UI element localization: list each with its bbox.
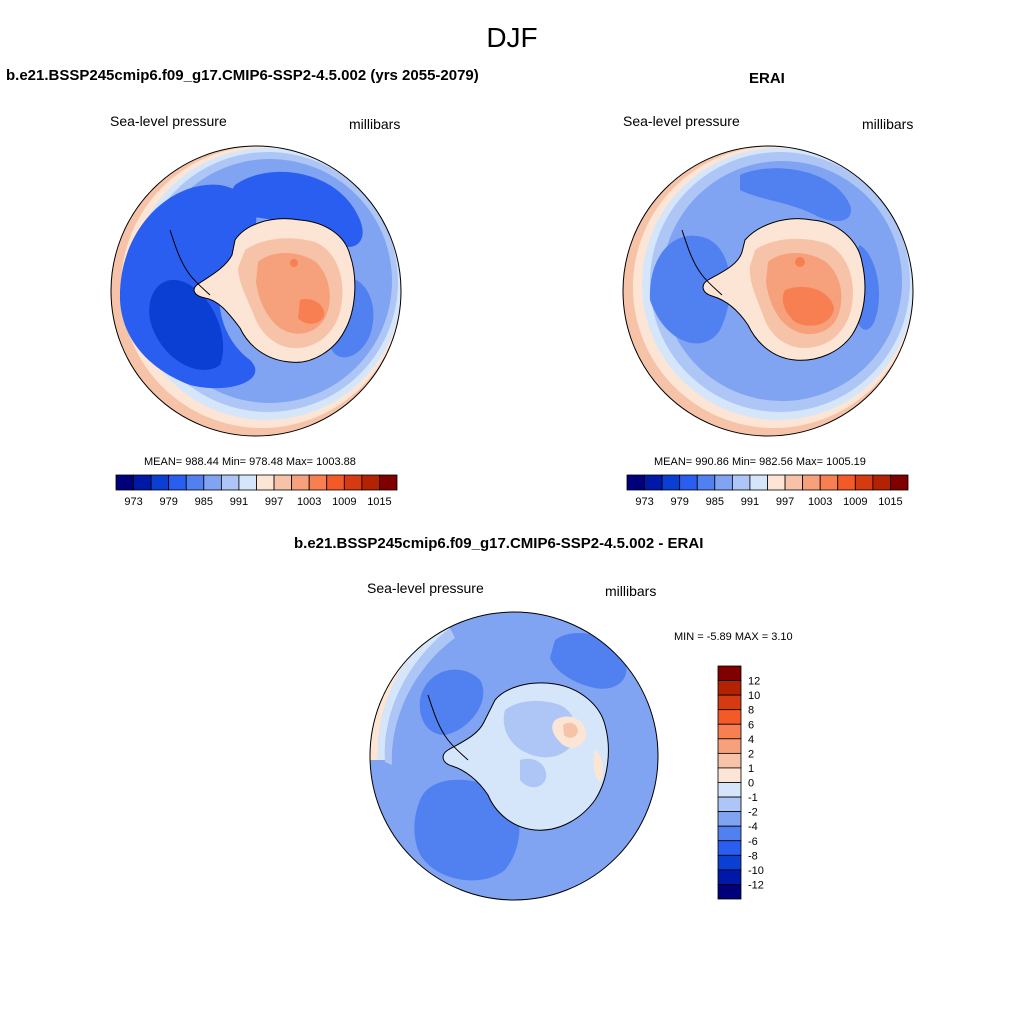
obs-colorbar-box: [749, 474, 768, 491]
obs-colorbar-tick-label: 1003: [808, 496, 832, 508]
obs-colorbar-box: [644, 474, 663, 491]
obs-colorbar-box: [872, 474, 891, 491]
diff-colorbar-box: [717, 884, 742, 900]
obs-panel-title: ERAI: [749, 70, 785, 87]
diff-colorbar-box: [717, 709, 742, 725]
obs-colorbar-box: [837, 474, 856, 491]
diff-panel-title: b.e21.BSSP245cmip6.f09_g17.CMIP6-SSP2-4.…: [294, 535, 704, 552]
obs-colorbar-box: [696, 474, 716, 491]
diff-colorbar-tick-label: -1: [748, 792, 758, 804]
diff-colorbar-box: [717, 811, 742, 827]
model-colorbar: 973 979 985 991 997 1003 1009 1015: [115, 474, 398, 508]
model-colorbar-tick-label: 1015: [367, 496, 391, 508]
model-colorbar-box: [238, 474, 257, 491]
model-colorbar-box: [273, 474, 293, 491]
obs-colorbar-box: [784, 474, 804, 491]
obs-colorbar-box: [714, 474, 733, 491]
diff-colorbar-tick-label: 10: [748, 690, 760, 702]
model-colorbar-tick-label: 991: [230, 496, 248, 508]
obs-colorbar-tick-label: 1009: [843, 496, 867, 508]
diff-colorbar-tick-label: -8: [748, 850, 758, 862]
obs-variable-label: Sea-level pressure: [623, 113, 740, 129]
diff-colorbar-box: [717, 665, 742, 681]
model-colorbar-box: [220, 474, 240, 491]
model-colorbar-tick-label: 1009: [332, 496, 356, 508]
model-variable-label: Sea-level pressure: [110, 113, 227, 129]
model-colorbar-box: [291, 474, 310, 491]
model-panel-title: b.e21.BSSP245cmip6.f09_g17.CMIP6-SSP2-4.…: [6, 67, 479, 84]
model-colorbar-box: [379, 474, 398, 491]
diff-colorbar-tick-label: 12: [748, 676, 760, 688]
diff-colorbar-tick-label: -12: [748, 879, 764, 891]
model-colorbar-box: [361, 474, 380, 491]
diff-colorbar-box: [717, 869, 742, 885]
obs-colorbar-tick-label: 979: [671, 496, 689, 508]
obs-stats: MEAN= 990.86 Min= 982.56 Max= 1005.19: [654, 456, 866, 468]
model-colorbar-box: [256, 474, 275, 491]
model-colorbar-tick-label: 979: [160, 496, 178, 508]
model-colorbar-tick-label: 997: [265, 496, 283, 508]
obs-colorbar-box: [626, 474, 645, 491]
diff-colorbar-box: [717, 796, 742, 813]
model-colorbar-box: [150, 474, 170, 491]
model-colorbar-tick-label: 1003: [297, 496, 321, 508]
obs-polar-map: [622, 145, 914, 437]
obs-colorbar-box: [890, 474, 909, 491]
diff-colorbar-tick-label: 2: [748, 748, 754, 760]
diff-stats: MIN = -5.89 MAX = 3.10: [674, 631, 793, 643]
obs-units-label: millibars: [862, 116, 914, 132]
obs-colorbar-box: [661, 474, 681, 491]
model-colorbar-box: [203, 474, 222, 491]
diff-colorbar-tick-label: -6: [748, 836, 758, 848]
diff-colorbar-tick-label: -10: [748, 865, 764, 877]
model-polar-map: [110, 145, 402, 437]
diff-colorbar-tick-label: 4: [748, 734, 754, 746]
model-colorbar-box: [168, 474, 187, 491]
diff-colorbar-tick-label: 8: [748, 705, 754, 717]
obs-colorbar-box: [819, 474, 839, 491]
diff-colorbar-tick-label: 6: [748, 719, 754, 731]
obs-colorbar-box: [679, 474, 698, 491]
diff-colorbar-box: [717, 680, 742, 696]
diff-colorbar-tick-label: -2: [748, 807, 758, 819]
obs-colorbar-tick-label: 985: [706, 496, 724, 508]
model-colorbar-box: [343, 474, 363, 491]
model-colorbar-box: [133, 474, 152, 491]
model-stats: MEAN= 988.44 Min= 978.48 Max= 1003.88: [144, 456, 356, 468]
diff-colorbar-tick-label: 0: [748, 778, 754, 790]
obs-colorbar-box: [767, 474, 786, 491]
diff-colorbar-box: [717, 840, 742, 856]
obs-colorbar-box: [854, 474, 874, 491]
obs-colorbar-tick-label: 997: [776, 496, 794, 508]
model-colorbar-tick-label: 985: [195, 496, 213, 508]
obs-colorbar-tick-label: 991: [741, 496, 759, 508]
diff-colorbar-box: [717, 767, 742, 783]
model-units-label: millibars: [349, 116, 401, 132]
model-colorbar-box: [308, 474, 328, 491]
diff-colorbar-box: [717, 738, 742, 754]
obs-colorbar-box: [802, 474, 821, 491]
diff-units-label: millibars: [605, 583, 657, 599]
model-colorbar-box: [115, 474, 134, 491]
obs-colorbar-tick-label: 1015: [878, 496, 902, 508]
diff-colorbar-box: [717, 825, 742, 842]
model-colorbar-box: [185, 474, 205, 491]
diff-polar-map: [369, 611, 659, 901]
diff-colorbar-box: [717, 723, 742, 740]
diff-colorbar-box: [717, 854, 742, 871]
obs-colorbar-tick-label: 973: [635, 496, 653, 508]
figure-title: DJF: [486, 22, 538, 53]
diff-variable-label: Sea-level pressure: [367, 580, 484, 596]
obs-colorbar: 973 979 985 991 997 1003 1009 1015: [626, 474, 909, 508]
diff-colorbar-tick-label: 1: [748, 763, 754, 775]
diff-colorbar-tick-label: -4: [748, 821, 758, 833]
diff-colorbar-box: [717, 694, 742, 711]
obs-colorbar-box: [731, 474, 751, 491]
model-colorbar-box: [326, 474, 345, 491]
diff-colorbar-box: [717, 782, 742, 798]
model-colorbar-tick-label: 973: [124, 496, 142, 508]
diff-colorbar-box: [717, 752, 742, 769]
